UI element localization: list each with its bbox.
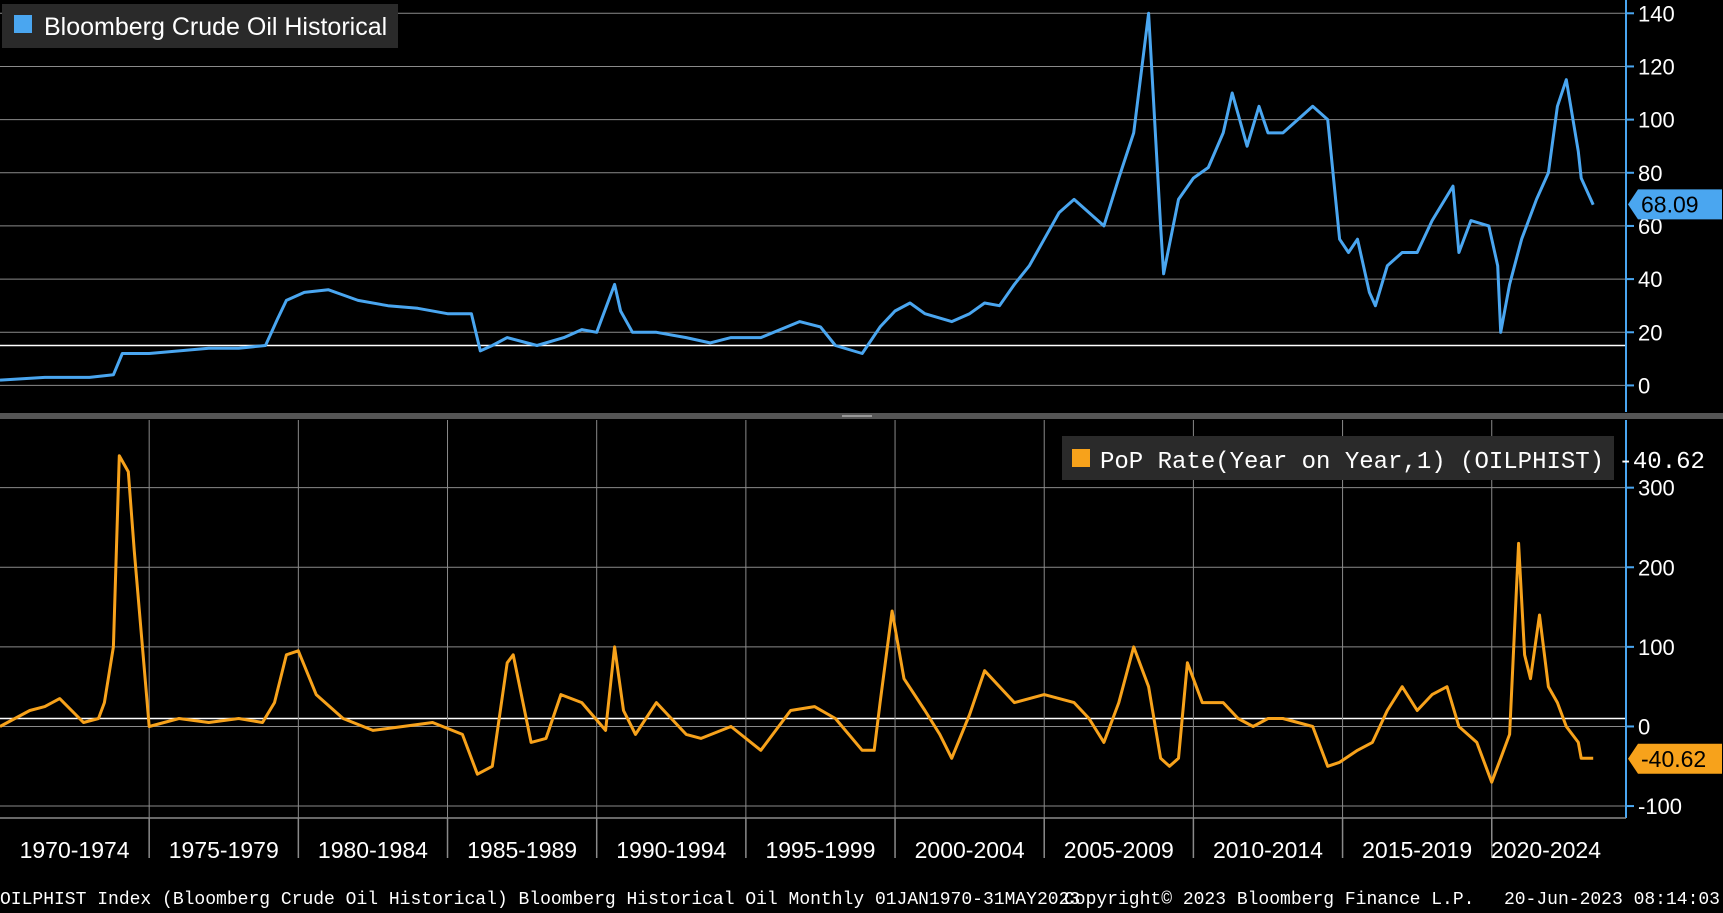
x-tick-label: 1970-1974: [20, 837, 130, 863]
bottom-y-axis: 300 200 100 0 -100: [1625, 420, 1682, 819]
bottom-y-tick-label: -100: [1638, 794, 1682, 819]
top-y-tick-label: 80: [1638, 161, 1662, 186]
footer-description: OILPHIST Index (Bloomberg Crude Oil Hist…: [0, 890, 1080, 910]
x-tick-label: 1980-1984: [318, 837, 428, 863]
x-tick-label: 1975-1979: [169, 837, 279, 863]
top-y-tick-label: 140: [1638, 1, 1675, 26]
x-tick-label: 2015-2019: [1362, 837, 1472, 863]
bottom-legend-label: PoP Rate(Year on Year,1) (OILPHIST) -40.…: [1100, 449, 1705, 476]
bottom-last-value-tag-shape: [1628, 743, 1722, 774]
crude-oil-price-series-line: [0, 11, 1595, 382]
x-tick-label: 2010-2014: [1213, 837, 1323, 863]
footer-timestamp: 20-Jun-2023 08:14:03: [1504, 890, 1720, 910]
yoy-rate-series-line: [0, 454, 1594, 784]
bottom-y-tick-label: 100: [1638, 635, 1675, 660]
bottom-last-value-text: -40.62: [1641, 746, 1706, 772]
top-y-tick-label: 120: [1638, 54, 1675, 79]
top-last-value-tag-shape: [1628, 189, 1722, 220]
footer-copyright: Copyright© 2023 Bloomberg Finance L.P.: [1064, 890, 1474, 910]
x-tick-label: 2000-2004: [915, 837, 1025, 863]
top-y-tick-label: 40: [1638, 267, 1662, 292]
x-axis: 1970-1974 1975-1979 1980-1984 1985-1989 1990…: [0, 817, 1626, 863]
bottom-y-tick-label: 0: [1638, 714, 1650, 739]
top-legend-label: Bloomberg Crude Oil Historical: [44, 13, 387, 41]
bottom-last-value-tag: -40.62: [1628, 743, 1722, 774]
top-y-tick-label: 20: [1638, 320, 1662, 345]
top-legend: Bloomberg Crude Oil Historical: [2, 4, 398, 48]
x-tick-label: 1985-1989: [467, 837, 577, 863]
bottom-y-tick-label: 300: [1638, 476, 1675, 501]
bottom-legend: PoP Rate(Year on Year,1) (OILPHIST) -40.…: [1062, 436, 1705, 480]
bottom-legend-box: [1062, 436, 1614, 480]
x-tick-label: 2005-2009: [1064, 837, 1174, 863]
top-y-tick-label: 0: [1638, 373, 1650, 398]
top-legend-swatch: [14, 15, 32, 33]
footer: OILPHIST Index (Bloomberg Crude Oil Hist…: [0, 890, 1720, 910]
bottom-legend-swatch: [1072, 449, 1090, 467]
top-legend-box: [2, 4, 398, 48]
top-last-value-tag: 68.09: [1628, 189, 1722, 220]
x-tick-label: 2020-2024: [1491, 837, 1601, 863]
top-last-value-text: 68.09: [1641, 191, 1699, 217]
bottom-y-tick-label: 200: [1638, 555, 1675, 580]
x-tick-label: 1990-1994: [616, 837, 726, 863]
bottom-panel-grid: [0, 420, 1626, 818]
x-tick-label: 1995-1999: [765, 837, 875, 863]
top-y-tick-label: 100: [1638, 108, 1675, 133]
